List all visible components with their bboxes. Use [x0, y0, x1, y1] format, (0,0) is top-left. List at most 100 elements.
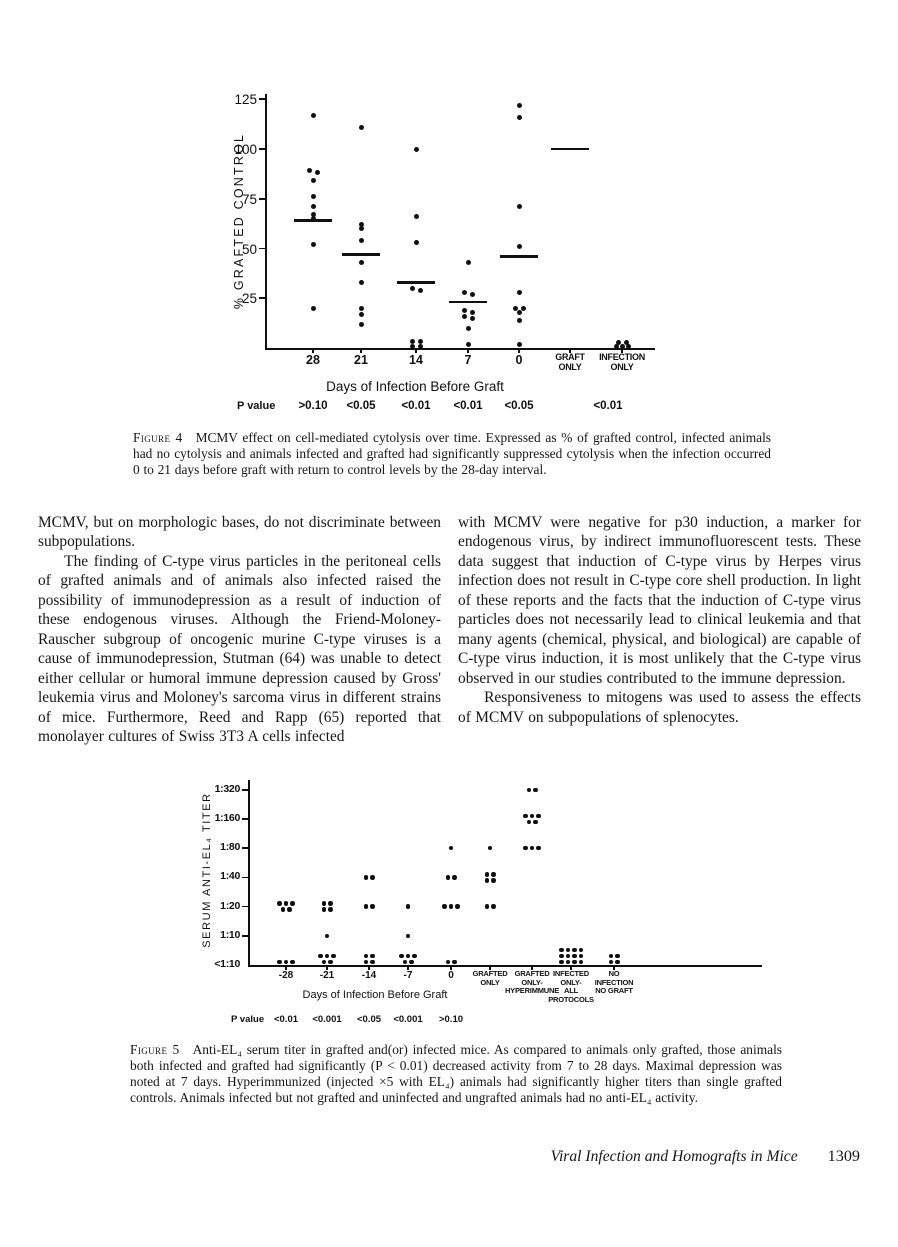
p-value: <0.01: [401, 400, 431, 412]
data-point: [491, 878, 496, 883]
y-tick-label: 50: [241, 241, 257, 257]
data-point: [405, 933, 411, 939]
data-point: [290, 901, 295, 906]
x-tick: [621, 348, 623, 353]
data-point: [491, 904, 496, 909]
y-tick: [242, 818, 248, 820]
data-point: [516, 341, 522, 347]
data-point: [370, 953, 375, 959]
x-category-label: 0: [448, 970, 454, 981]
data-point: [283, 959, 289, 965]
data-point: [619, 343, 625, 349]
data-point: [306, 168, 312, 174]
data-point: [417, 338, 423, 344]
data-point: [484, 878, 489, 883]
data-point: [310, 194, 316, 200]
data-point: [358, 226, 364, 232]
data-point: [455, 904, 460, 909]
data-point: [445, 959, 450, 965]
y-tick-label: 1:40: [220, 870, 240, 883]
data-point: [533, 819, 538, 825]
data-point: [318, 953, 323, 959]
data-point: [608, 953, 613, 959]
x-tick: [489, 965, 491, 970]
figure5-caption-label: Figure 5: [130, 1042, 180, 1057]
y-tick-label: 75: [241, 191, 257, 207]
x-category-label: 7: [464, 353, 472, 367]
x-category-label: INFECTED ONLY- ALL PROTOCOLS: [548, 969, 594, 1004]
data-point: [623, 339, 629, 345]
data-point: [491, 872, 496, 877]
y-tick-label: 1:160: [214, 812, 241, 824]
data-point: [516, 317, 522, 323]
x-tick: [415, 348, 417, 353]
data-point: [290, 959, 295, 965]
data-point: [469, 315, 475, 321]
p-value: <0.001: [312, 1014, 342, 1025]
data-point: [516, 102, 522, 108]
figure5-caption: Figure 5 Anti-EL₄ serum titer in grafted …: [130, 1042, 782, 1106]
data-point: [277, 901, 282, 906]
mean-bar: [551, 147, 589, 151]
data-point: [484, 872, 489, 877]
figure4-caption: Figure 4 MCMV effect on cell-mediated cyt…: [133, 430, 771, 478]
data-point: [465, 341, 471, 347]
data-point: [409, 285, 415, 291]
data-point: [442, 904, 447, 909]
data-point: [358, 321, 364, 327]
data-point: [461, 307, 467, 313]
data-point: [565, 959, 570, 965]
data-point: [452, 959, 457, 965]
data-point: [413, 146, 419, 152]
data-point: [310, 212, 316, 218]
data-point: [578, 959, 583, 965]
data-point: [328, 959, 333, 965]
x-category-label: -14: [361, 970, 377, 981]
data-point: [526, 787, 531, 793]
paragraph: with MCMV were negative for p30 inductio…: [458, 514, 861, 687]
data-point: [409, 338, 415, 344]
data-point: [287, 907, 292, 912]
data-point: [314, 170, 320, 176]
data-point: [484, 904, 489, 909]
data-point: [363, 959, 368, 965]
data-point: [608, 959, 613, 965]
data-point: [413, 214, 419, 220]
x-tick: [326, 965, 328, 970]
data-point: [310, 305, 316, 311]
data-point: [559, 959, 564, 965]
data-point: [405, 953, 411, 959]
data-point: [461, 289, 467, 295]
data-point: [413, 240, 419, 246]
x-axis-title: Days of Infection Before Graft: [326, 379, 504, 394]
data-point: [613, 343, 619, 349]
y-tick: [259, 297, 265, 300]
x-tick: [613, 965, 615, 970]
y-tick-label: 1:20: [220, 899, 240, 912]
data-point: [615, 953, 620, 959]
data-point: [363, 875, 368, 880]
data-point: [321, 901, 326, 906]
data-point: [572, 959, 577, 965]
x-category-label: GRAFTED ONLY- HYPERIMMUNE: [504, 969, 560, 995]
y-tick: [242, 935, 248, 937]
y-axis-title: % GRAFTED CONTROL: [232, 132, 246, 310]
data-point: [452, 875, 457, 880]
data-point: [358, 305, 364, 311]
x-axis-title: Days of Infection Before Graft: [302, 989, 448, 1001]
data-point: [523, 845, 528, 851]
figure4-chart: 125 100 75 50 25% GRAFTED CONTROL 28 >0.10 21 <0…: [195, 80, 685, 430]
y-tick-label: 25: [241, 291, 257, 307]
data-point: [572, 953, 577, 959]
p-value: >0.10: [438, 1014, 464, 1025]
data-point: [402, 959, 407, 965]
data-point: [625, 343, 631, 349]
data-point: [409, 343, 415, 349]
data-point: [536, 813, 541, 819]
x-axis: [248, 965, 762, 967]
data-point: [310, 204, 316, 210]
body-column-left: MCMV, but on morphologic bases, do not d…: [38, 513, 441, 746]
x-category-label: -7: [403, 970, 413, 981]
x-category-label: 0: [515, 353, 523, 367]
x-category-label: 21: [354, 353, 368, 367]
